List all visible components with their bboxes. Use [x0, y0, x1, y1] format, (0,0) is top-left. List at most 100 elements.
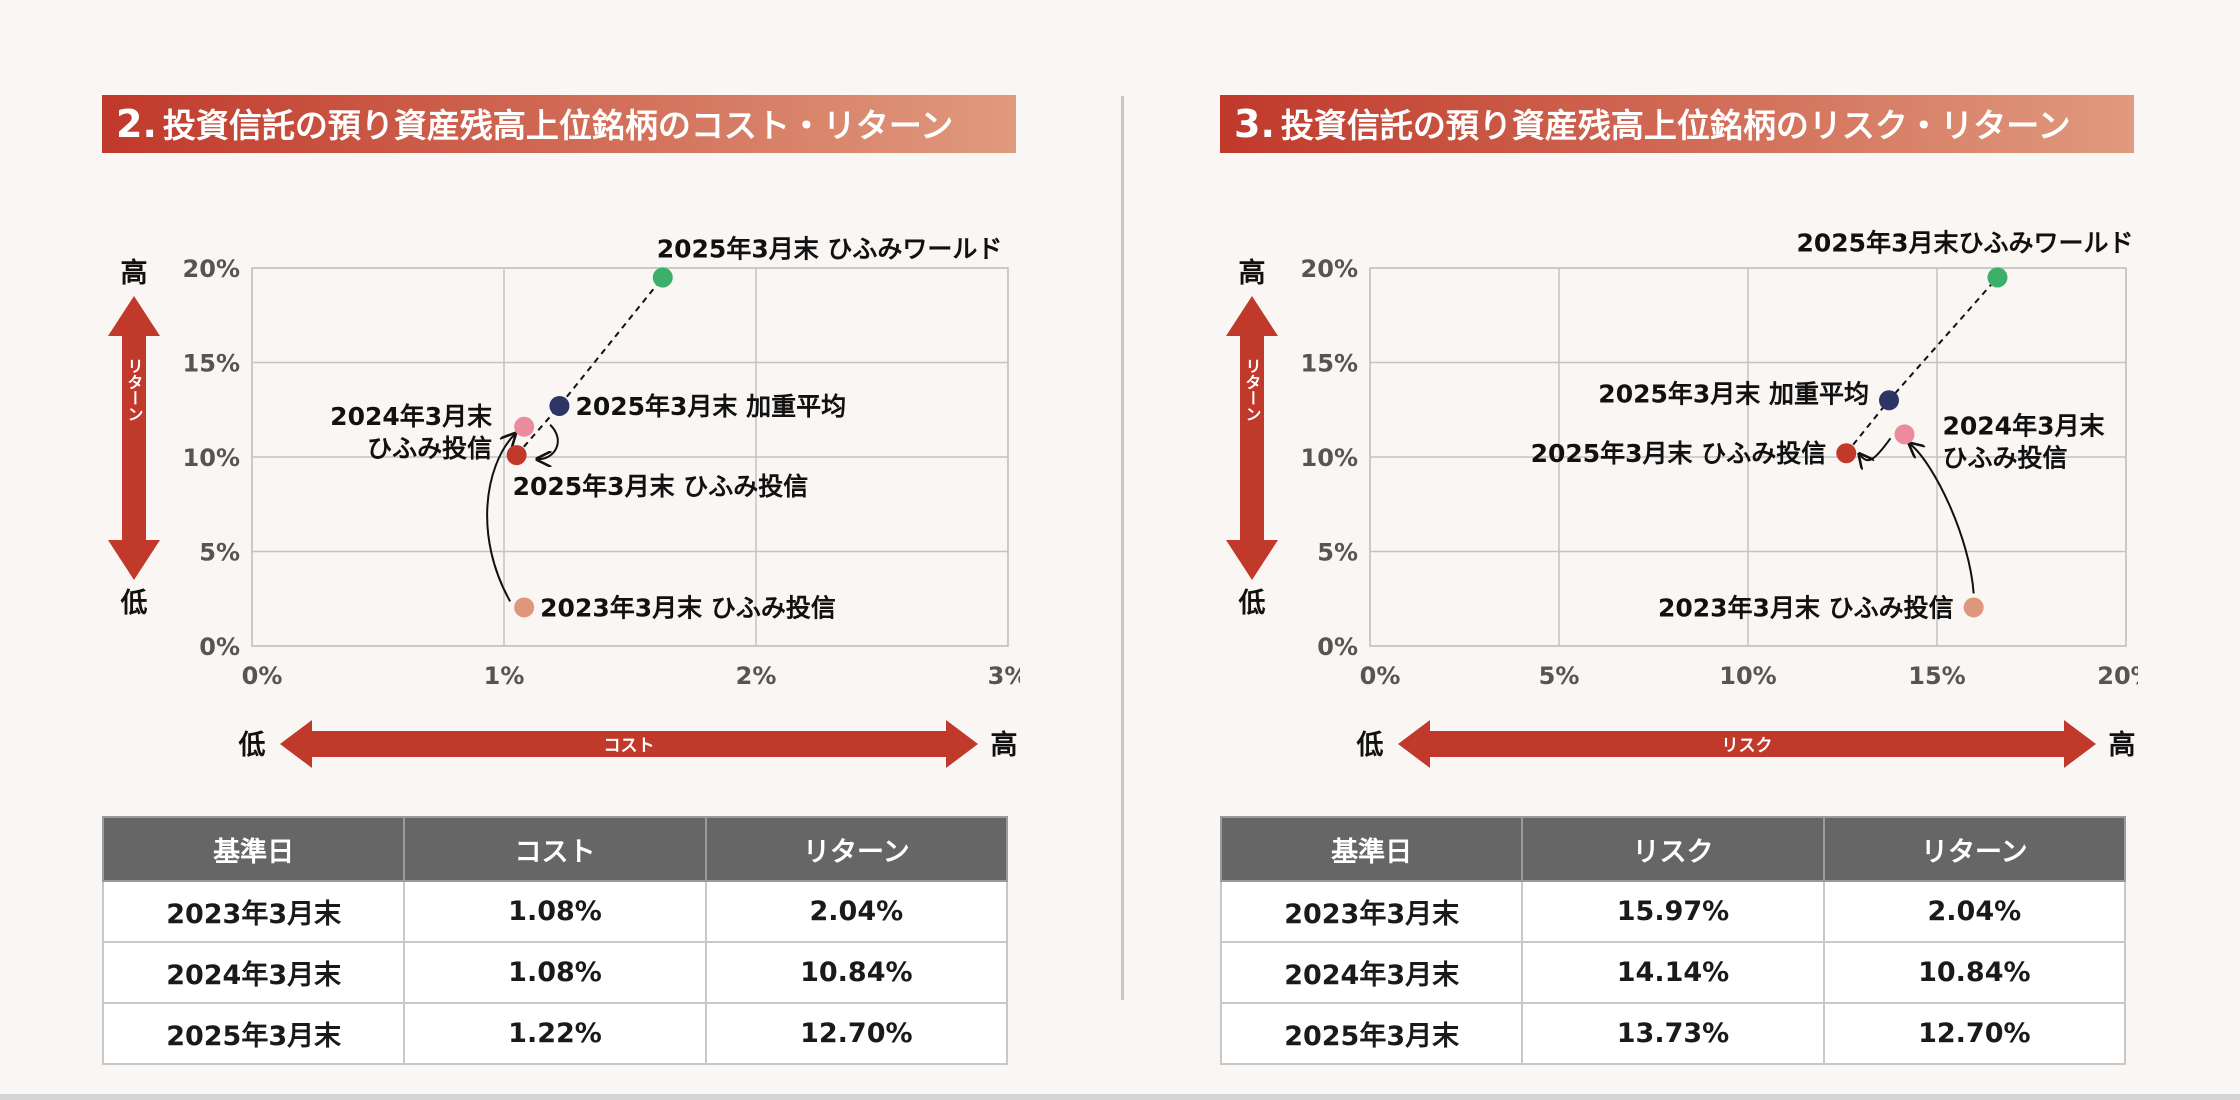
- y-tick-label: 0%: [1317, 633, 1358, 661]
- data-point: [1836, 443, 1857, 464]
- panel-divider: [1121, 96, 1124, 1000]
- data-label: 2023年3月末 ひふみ投信: [1658, 593, 1954, 622]
- data-label: ひふみ投信: [1942, 443, 2067, 472]
- table-header-cell: リターン: [1822, 816, 2127, 882]
- table-row: 2023年3月末 15.97% 2.04%: [1219, 880, 2127, 943]
- y-tick-label: 20%: [1301, 255, 1358, 283]
- y-axis-high-label: 高: [121, 257, 148, 289]
- table-header-cell: リスク: [1521, 816, 1825, 882]
- y-tick-label: 10%: [183, 444, 240, 472]
- risk-return-panel: 3. 投資信託の預り資産残高上位銘柄のリスク・リターン 0% 5% 10% 15% 20%…: [1218, 0, 2138, 1100]
- transition-arrow: [1910, 444, 1975, 594]
- table-cell: 2025年3月末: [101, 1002, 406, 1065]
- data-label: 2024年3月末: [330, 402, 492, 431]
- cost-return-chart: 0%5%10%15%20%0%1%2%3%高リターン低低コスト高2023年3月末…: [108, 234, 1020, 768]
- y-axis-low-label: 低: [120, 588, 148, 619]
- transition-arrow: [539, 424, 559, 459]
- x-axis-low-label: 低: [1356, 730, 1384, 761]
- table-header-cell: 基準日: [1219, 816, 1524, 882]
- data-label: 2024年3月末: [1942, 411, 2104, 440]
- risk-return-table: 基準日 リスク リターン 2023年3月末 15.97% 2.04% 2024年…: [1219, 816, 2127, 1065]
- y-axis-arrow: [108, 296, 160, 580]
- y-tick-label: 5%: [199, 539, 240, 567]
- x-axis-high-label: 高: [2109, 729, 2136, 761]
- cost-return-table: 基準日 コスト リターン 2023年3月末 1.08% 2.04% 2024年3…: [101, 816, 1009, 1065]
- transition-arrow: [1860, 437, 1892, 460]
- y-axis-label: リターン: [125, 358, 144, 422]
- data-point: [514, 597, 535, 618]
- cost-return-panel: 2. 投資信託の預り資産残高上位銘柄のコスト・リターン 0% 5% 10% 15% 20%…: [100, 0, 1020, 1100]
- section-title-text: 投資信託の預り資産残高上位銘柄のリスク・リターン: [1280, 106, 2071, 145]
- table-row: 2024年3月末 1.08% 10.84%: [101, 941, 1009, 1004]
- x-tick-label: 5%: [1539, 662, 1580, 690]
- table-cell: 14.14%: [1521, 941, 1825, 1004]
- risk-return-chart: 0%5%10%15%20%0%5%10%15%20%高リターン低低リスク高202…: [1226, 228, 2138, 768]
- data-point: [549, 395, 570, 416]
- y-tick-label: 5%: [1317, 539, 1358, 567]
- data-label: 2025年3月末 ひふみ投信: [1531, 439, 1827, 468]
- table-header-cell: コスト: [403, 816, 707, 882]
- table-cell: 12.70%: [704, 1002, 1009, 1065]
- x-tick-label: 20%: [2097, 662, 2138, 690]
- data-point: [1878, 390, 1899, 411]
- table-cell: 1.22%: [403, 1002, 707, 1065]
- table-header-cell: 基準日: [101, 816, 406, 882]
- x-axis-label: リスク: [1722, 736, 1773, 756]
- table-cell: 10.84%: [704, 941, 1009, 1004]
- y-axis-low-label: 低: [1238, 588, 1266, 619]
- data-point: [1987, 267, 2008, 288]
- section-number: 3.: [1234, 102, 1275, 146]
- y-axis-high-label: 高: [1239, 257, 1266, 289]
- x-axis-label: コスト: [604, 736, 655, 756]
- y-axis-label: リターン: [1243, 358, 1262, 422]
- section-title-text: 投資信託の預り資産残高上位銘柄のコスト・リターン: [162, 106, 954, 145]
- x-tick-label: 15%: [1908, 662, 1965, 690]
- x-axis-high-label: 高: [991, 729, 1018, 761]
- y-axis-arrow: [1226, 296, 1278, 580]
- table-cell: 2025年3月末: [1219, 1002, 1524, 1065]
- table-cell: 2.04%: [1822, 880, 2127, 943]
- y-tick-label: 20%: [183, 255, 240, 283]
- y-tick-label: 0%: [199, 633, 240, 661]
- data-label: 2025年3月末 ひふみワールド: [657, 234, 1003, 263]
- y-tick-label: 15%: [1301, 350, 1358, 378]
- data-label: 2023年3月末 ひふみ投信: [540, 593, 836, 622]
- table-cell: 2023年3月末: [1219, 880, 1524, 943]
- section-title-cost-return: 2. 投資信託の預り資産残高上位銘柄のコスト・リターン: [102, 95, 1016, 153]
- x-axis-arrow: [1398, 720, 2096, 768]
- x-tick-label: 1%: [484, 662, 525, 690]
- section-number: 2.: [116, 102, 157, 146]
- table-row: 2025年3月末 13.73% 12.70%: [1219, 1002, 2127, 1065]
- x-tick-label: 0%: [242, 662, 283, 690]
- table-cell: 12.70%: [1822, 1002, 2127, 1065]
- data-point: [652, 267, 673, 288]
- table-row: 2024年3月末 14.14% 10.84%: [1219, 941, 2127, 1004]
- x-tick-label: 2%: [736, 662, 777, 690]
- data-point: [1894, 424, 1915, 445]
- table-cell: 1.08%: [403, 941, 707, 1004]
- table-cell: 1.08%: [403, 880, 707, 943]
- y-tick-label: 15%: [183, 350, 240, 378]
- data-label: ひふみ投信: [367, 434, 492, 463]
- table-row: 2023年3月末 1.08% 2.04%: [101, 880, 1009, 943]
- data-label: 2025年3月末 加重平均: [1598, 379, 1869, 408]
- table-cell: 15.97%: [1521, 880, 1825, 943]
- transition-arrow: [486, 435, 514, 602]
- x-tick-label: 0%: [1360, 662, 1401, 690]
- bottom-border: [0, 1094, 2240, 1100]
- table-cell: 10.84%: [1822, 941, 2127, 1004]
- table-cell: 2023年3月末: [101, 880, 406, 943]
- section-title-risk-return: 3. 投資信託の預り資産残高上位銘柄のリスク・リターン: [1220, 95, 2134, 153]
- data-point: [506, 445, 527, 466]
- table-cell: 2024年3月末: [1219, 941, 1524, 1004]
- y-tick-label: 10%: [1301, 444, 1358, 472]
- x-axis-arrow: [280, 720, 978, 768]
- x-axis-low-label: 低: [238, 730, 266, 761]
- table-cell: 2.04%: [704, 880, 1009, 943]
- x-tick-label: 3%: [988, 662, 1020, 690]
- table-header-row: 基準日 コスト リターン: [101, 816, 1009, 882]
- table-row: 2025年3月末 1.22% 12.70%: [101, 1002, 1009, 1065]
- data-point: [514, 416, 535, 437]
- data-label: 2025年3月末 加重平均: [575, 392, 846, 421]
- data-label: 2025年3月末 ひふみ投信: [513, 472, 809, 501]
